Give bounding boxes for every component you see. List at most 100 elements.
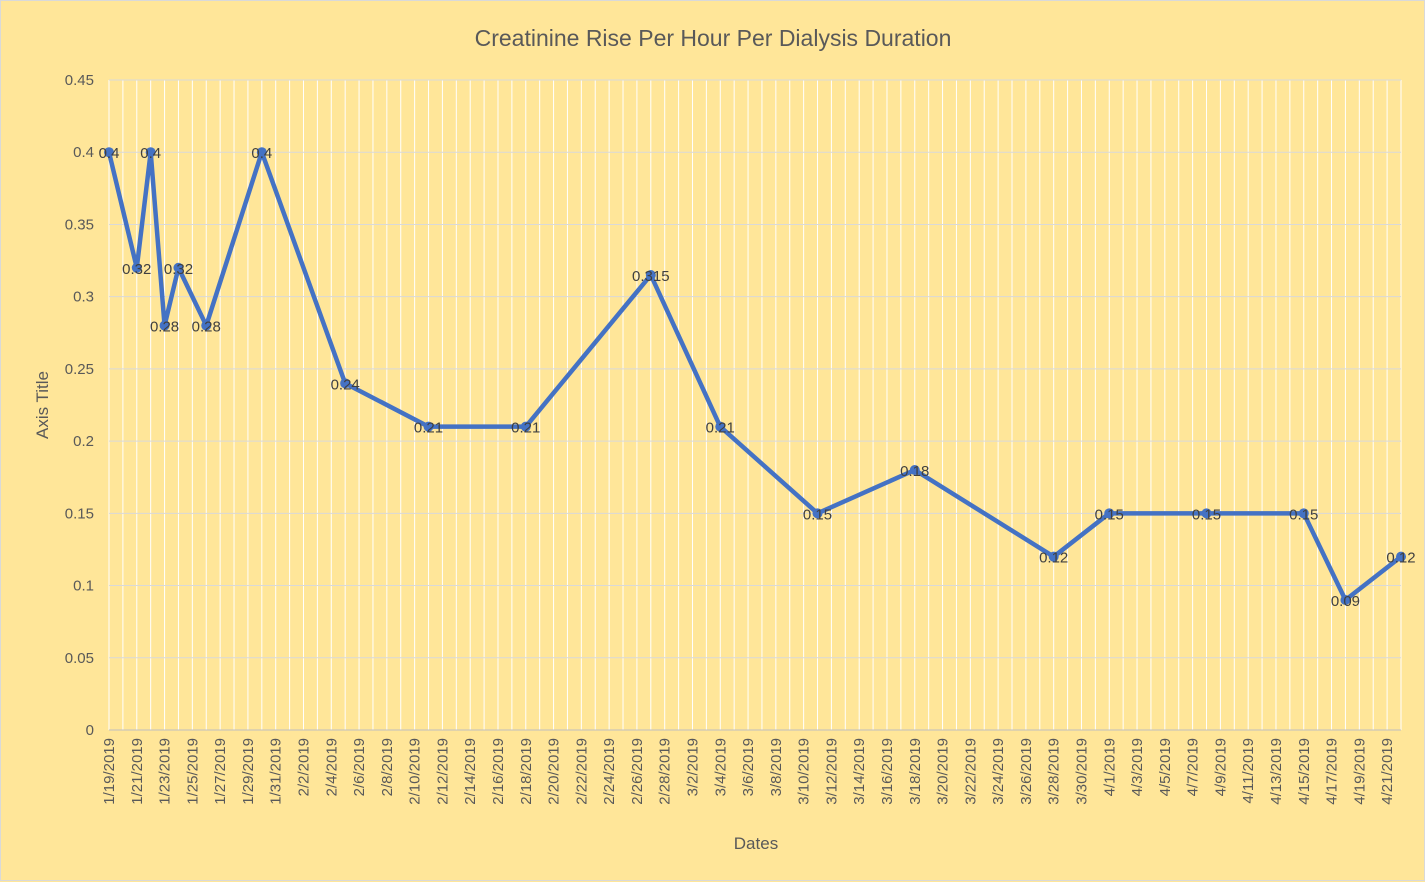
x-axis-title: Dates [734,834,778,853]
x-tick-label: 2/14/2019 [462,738,479,805]
data-point [520,421,531,432]
y-tick-label: 0.1 [73,578,94,595]
horizontal-gridlines [109,79,1401,731]
data-point [256,147,267,158]
x-tick-label: 2/10/2019 [407,738,424,805]
x-tick-label: 4/21/2019 [1379,738,1396,805]
x-tick-label: 3/20/2019 [935,738,952,805]
x-tick-label: 4/9/2019 [1212,738,1229,796]
data-point [1201,508,1212,519]
x-tick-label: 4/7/2019 [1185,738,1202,796]
data-label: 0.12 [1386,550,1415,567]
x-tick-label: 3/8/2019 [768,738,785,796]
y-tick-label: 0.3 [73,289,94,306]
y-tick-label: 0.2 [73,433,94,450]
data-point [104,147,114,158]
x-tick-label: 3/14/2019 [851,738,868,805]
series-group [104,147,1406,605]
data-label: 0.21 [511,420,540,437]
x-tick-label: 3/26/2019 [1018,738,1035,805]
x-tick-label: 3/4/2019 [712,738,729,796]
x-tick-label: 2/16/2019 [490,738,507,805]
x-tick-label: 3/12/2019 [823,738,840,805]
x-tick-label: 4/3/2019 [1129,738,1146,796]
x-tick-label: 3/24/2019 [990,738,1007,805]
x-tick-label: 2/2/2019 [295,738,312,796]
data-point [159,320,170,331]
data-label: 0.4 [140,145,161,162]
data-point [715,421,726,432]
y-tick-label: 0.15 [65,505,94,522]
x-tick-label: 2/8/2019 [379,738,396,796]
x-tick-label: 2/26/2019 [629,738,646,805]
data-label: 0.315 [632,268,670,285]
data-point [423,421,434,432]
x-tick-label: 2/20/2019 [546,738,563,805]
data-point [173,262,184,273]
data-label: 0.12 [1039,550,1068,567]
x-tick-label: 3/6/2019 [740,738,757,796]
x-tick-label: 2/28/2019 [657,738,674,805]
data-label: 0.32 [164,261,193,278]
y-tick-label: 0.35 [65,216,94,233]
data-point [1340,595,1351,605]
x-tick-label: 4/1/2019 [1101,738,1118,796]
data-point [1048,551,1059,562]
x-axis-tick-labels: 1/19/2019 1/21/2019 1/23/2019 1/25/2019 1/27… [101,738,1396,805]
x-tick-label: 4/19/2019 [1351,738,1368,805]
x-tick-label: 1/19/2019 [101,738,118,805]
x-tick-label: 1/29/2019 [240,738,257,805]
x-tick-label: 1/21/2019 [129,738,146,805]
x-tick-label: 3/22/2019 [962,738,979,805]
data-point [131,262,142,273]
data-labels-group: 0.4 0.32 0.4 0.28 0.32 0.28 0.4 0.24 0.21 0.21 0.3… [99,145,1416,610]
data-point [1104,508,1115,519]
x-tick-label: 1/27/2019 [212,738,229,805]
x-tick-label: 1/31/2019 [268,738,285,805]
x-tick-label: 4/11/2019 [1240,738,1257,804]
x-tick-label: 2/6/2019 [351,738,368,796]
x-tick-label: 2/18/2019 [518,738,535,805]
data-label: 0.15 [803,506,832,523]
data-label: 0.15 [1192,506,1221,523]
data-point [1396,551,1406,562]
x-tick-label: 3/28/2019 [1046,738,1063,805]
y-axis-title: Axis Title [33,371,52,439]
y-tick-label: 0.25 [65,361,94,378]
chart-title: Creatinine Rise Per Hour Per Dialysis Du… [475,25,952,51]
x-tick-label: 3/30/2019 [1073,738,1090,805]
data-point [1298,508,1309,519]
x-tick-label: 3/10/2019 [796,738,813,805]
y-tick-label: 0.05 [65,650,94,667]
y-tick-label: 0.4 [73,144,94,161]
data-point [812,508,823,519]
x-tick-label: 2/24/2019 [601,738,618,805]
data-label: 0.15 [1289,506,1318,523]
x-tick-label: 2/4/2019 [323,738,340,796]
x-tick-label: 4/5/2019 [1157,738,1174,796]
x-tick-label: 4/13/2019 [1268,738,1285,805]
x-tick-label: 2/22/2019 [573,738,590,805]
vertical-gridlines [108,80,1402,730]
data-label: 0.28 [150,319,179,336]
x-tick-label: 4/17/2019 [1324,738,1341,805]
data-point [909,465,920,475]
data-point [201,320,212,331]
data-label: 0.15 [1095,506,1124,523]
data-label: 0.18 [900,463,929,480]
data-point [145,147,156,158]
x-tick-label: 4/15/2019 [1296,738,1313,805]
data-label: 0.09 [1331,593,1360,610]
y-tick-label: 0.45 [65,72,94,89]
data-label: 0.28 [192,319,221,336]
x-tick-label: 1/25/2019 [184,738,201,805]
x-tick-label: 1/23/2019 [157,738,174,805]
data-label: 0.4 [251,145,272,162]
data-label: 0.21 [414,420,443,437]
series-line [106,149,1403,603]
x-tick-label: 3/18/2019 [907,738,924,805]
data-label: 0.32 [122,261,151,278]
data-label: 0.4 [99,145,120,162]
